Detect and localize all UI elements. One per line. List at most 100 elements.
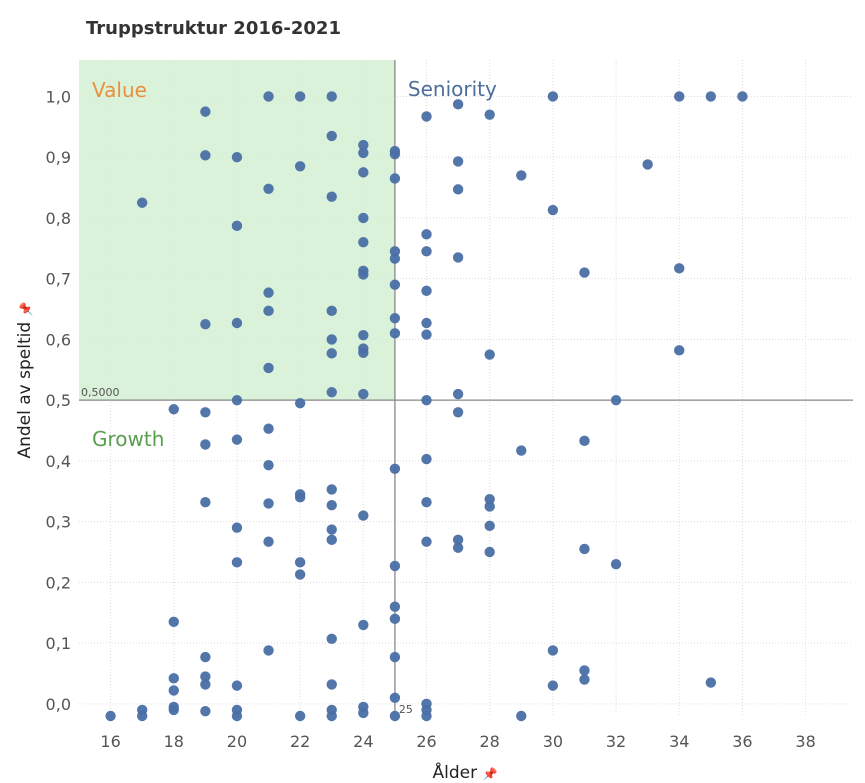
x-tick-label: 16 [100,732,120,751]
x-tick-label: 24 [353,732,373,751]
data-point [674,91,685,102]
data-point [326,534,337,546]
x-tick-label: 18 [164,732,184,751]
data-point [389,328,401,339]
x-tick-label: 34 [669,732,689,751]
data-point [326,305,337,317]
data-point [452,252,464,263]
data-point [484,501,495,512]
data-point [263,305,274,317]
data-point [326,130,337,142]
axis-ticks: 16 18 20 22 24 26 28 30 32 34 36 38 0,0 0,1 0,2 0,3 0,4 0… [46,87,816,751]
data-point [263,183,274,194]
data-point [421,710,432,722]
data-point [705,677,717,688]
data-point [389,560,401,572]
data-point [231,710,243,722]
data-point [389,692,401,703]
x-tick-label: 36 [732,732,752,751]
data-point [452,534,464,546]
data-point [326,633,337,645]
data-point [200,439,211,450]
data-point [358,510,369,521]
x-tick-label: 32 [606,732,626,751]
data-point [263,645,274,656]
data-point [326,91,337,102]
data-point [136,197,148,208]
data-point [168,685,179,696]
data-point [610,394,622,406]
data-point [452,388,464,400]
quadrant-label-seniority: Seniority [408,77,497,101]
data-point [484,493,495,505]
data-point [263,287,274,298]
data-point [421,246,432,257]
data-point [358,388,369,400]
data-point [200,407,211,418]
data-point [358,619,369,631]
y-tick-label: 0,1 [46,634,71,653]
data-point [200,671,211,682]
data-point [326,500,337,511]
data-point [389,601,401,612]
data-point [263,423,274,434]
data-point [389,148,401,160]
data-point [358,269,369,280]
data-point [358,347,369,358]
data-point [200,496,211,508]
x-tick-label: 30 [543,732,563,751]
x-tick-label: 28 [480,732,500,751]
x-tick-label: 22 [290,732,310,751]
data-point [516,170,527,181]
data-point [579,435,590,447]
data-point [421,496,432,508]
data-point [389,710,401,722]
data-point [705,91,717,102]
data-point [452,99,464,110]
data-point [326,387,337,398]
data-point [105,710,116,722]
data-point [200,679,211,690]
data-point [547,645,559,656]
data-point [484,349,495,360]
data-point [294,161,306,172]
quadrant-label-value: Value [92,78,147,102]
data-point [358,167,369,178]
data-point [263,91,274,102]
data-point [263,498,274,509]
data-point [200,150,211,161]
data-point [516,445,527,456]
data-point [674,263,685,274]
reference-line-y-label: 0,5000 [81,386,120,399]
pin-icon: 📌 [18,301,33,316]
data-point [547,204,559,216]
data-point [389,246,401,257]
data-point [421,394,432,406]
data-point [231,151,243,163]
data-point [421,111,432,122]
data-point [610,558,622,570]
chart-title: Truppstruktur 2016-2021 [86,18,341,39]
data-point [452,407,464,418]
data-point [642,159,653,170]
data-point [136,710,148,722]
data-point [389,279,401,290]
data-point [294,569,306,580]
data-point [200,319,211,330]
x-tick-label: 20 [227,732,247,751]
data-point [263,362,274,374]
data-point [231,394,243,406]
data-point [579,543,590,555]
data-point [358,329,369,341]
data-point [294,397,306,409]
reference-line-x-label: 25 [399,703,413,716]
x-tick-label: 38 [795,732,815,751]
data-point [484,546,495,558]
y-tick-label: 0,3 [46,513,71,532]
x-axis-title: Ålder 📌 [433,761,498,783]
y-tick-label: 0,5 [46,391,71,410]
data-point [168,704,179,716]
data-point [326,484,337,495]
pin-icon: 📌 [483,766,498,781]
